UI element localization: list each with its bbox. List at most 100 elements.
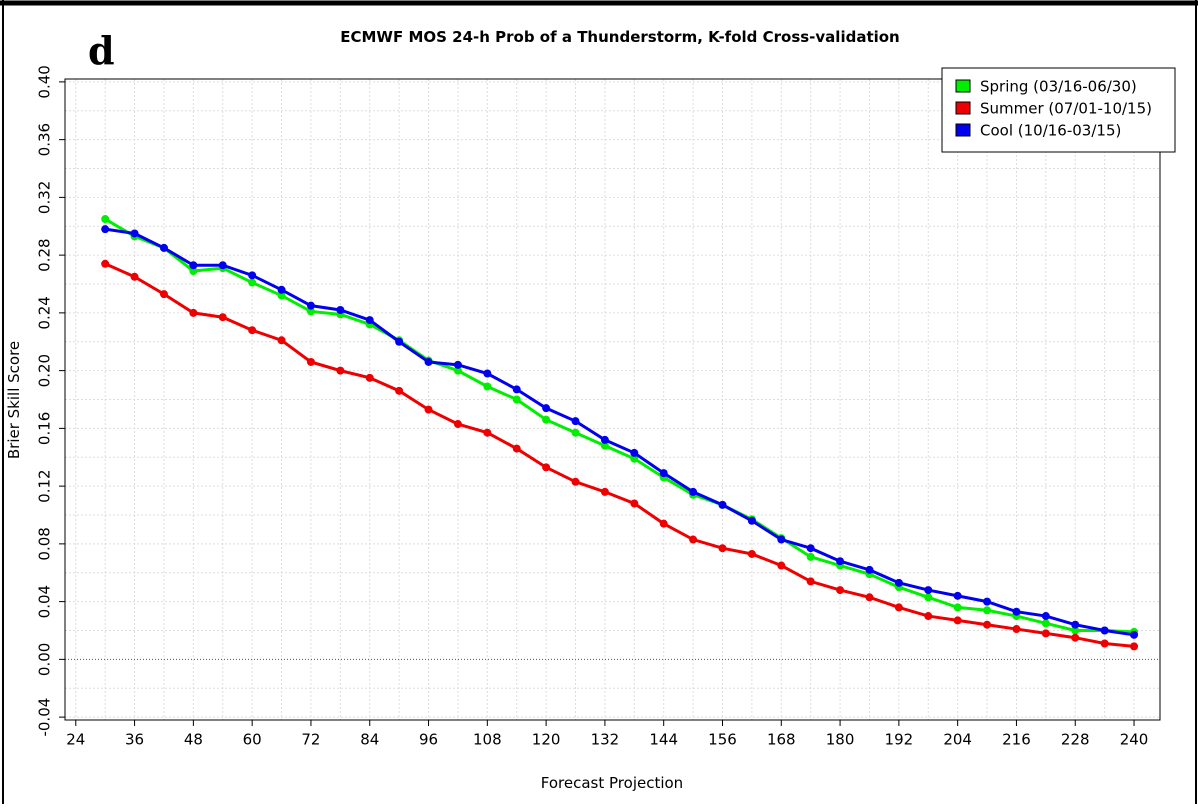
data-point — [277, 291, 286, 300]
data-point — [483, 382, 492, 391]
data-point — [1071, 626, 1080, 635]
data-point — [924, 586, 933, 595]
x-tick-label: 120 — [532, 731, 561, 749]
data-point — [983, 606, 992, 615]
data-point — [248, 271, 257, 280]
y-tick-label: 0.32 — [36, 181, 54, 214]
data-point — [953, 591, 962, 600]
data-point — [306, 301, 315, 310]
x-tick-label: 180 — [826, 731, 855, 749]
data-point — [101, 215, 110, 224]
data-point — [512, 395, 521, 404]
data-point — [1071, 633, 1080, 642]
legend-swatch — [955, 101, 971, 115]
data-point — [894, 603, 903, 612]
x-tick-label: 84 — [360, 731, 379, 749]
legend-box — [941, 67, 1176, 153]
data-point — [983, 620, 992, 629]
y-tick-label: -0.04 — [36, 698, 54, 737]
data-point — [395, 386, 404, 395]
data-point — [277, 336, 286, 345]
data-point — [130, 229, 139, 238]
data-point — [689, 487, 698, 496]
series-line — [104, 262, 1135, 648]
data-point — [600, 487, 609, 496]
data-point — [924, 593, 933, 602]
series-line — [104, 227, 1135, 637]
y-tick-label: 0.28 — [36, 238, 54, 271]
legend-label: Spring (03/16-06/30) — [980, 78, 1137, 96]
data-point — [894, 578, 903, 587]
data-point — [365, 373, 374, 382]
data-point — [600, 441, 609, 450]
y-tick-label: 0.40 — [36, 65, 54, 98]
series-line — [104, 217, 1135, 634]
data-point — [424, 357, 433, 366]
data-point — [1041, 629, 1050, 638]
x-tick-label: 228 — [1061, 731, 1090, 749]
data-point — [1100, 639, 1109, 648]
data-point — [659, 469, 668, 478]
data-point — [512, 385, 521, 394]
data-point — [747, 516, 756, 525]
data-point — [1130, 630, 1139, 639]
data-point — [806, 552, 815, 561]
data-point — [101, 225, 110, 234]
y-tick-label: 0.24 — [36, 296, 54, 329]
legend-swatch — [955, 123, 971, 137]
x-tick-label: 192 — [885, 731, 914, 749]
data-point — [512, 444, 521, 453]
data-point — [747, 549, 756, 558]
plot-frame — [64, 78, 1161, 721]
data-point — [483, 369, 492, 378]
data-point — [218, 313, 227, 322]
x-axis-label: Forecast Projection — [541, 774, 683, 792]
data-point — [718, 500, 727, 509]
data-point — [924, 612, 933, 621]
y-tick-label: 0.20 — [36, 354, 54, 387]
data-point — [630, 454, 639, 463]
data-point — [777, 535, 786, 544]
data-point — [159, 290, 168, 299]
data-point — [571, 477, 580, 486]
data-point — [630, 499, 639, 508]
data-point — [542, 415, 551, 424]
data-point — [248, 278, 257, 287]
data-point — [1012, 607, 1021, 616]
data-point — [865, 565, 874, 574]
data-point — [542, 463, 551, 472]
data-point — [953, 603, 962, 612]
x-tick-label: 204 — [943, 731, 972, 749]
data-point — [689, 535, 698, 544]
x-tick-label: 48 — [184, 731, 203, 749]
x-tick-label: 132 — [591, 731, 620, 749]
data-point — [659, 519, 668, 528]
data-point — [277, 285, 286, 294]
data-point — [130, 272, 139, 281]
data-point — [453, 420, 462, 429]
data-point — [1041, 612, 1050, 621]
data-point — [189, 261, 198, 270]
data-point — [1130, 642, 1139, 651]
data-point — [189, 308, 198, 317]
x-tick-label: 156 — [708, 731, 737, 749]
chart-title: ECMWF MOS 24-h Prob of a Thunderstorm, K… — [340, 28, 900, 46]
x-tick-label: 96 — [419, 731, 438, 749]
x-tick-label: 108 — [473, 731, 502, 749]
data-point — [159, 243, 168, 252]
y-tick-label: 0.12 — [36, 469, 54, 502]
data-point — [424, 405, 433, 414]
data-point — [836, 586, 845, 595]
data-point — [306, 307, 315, 316]
x-tick-label: 36 — [125, 731, 144, 749]
y-tick-label: 0.36 — [36, 123, 54, 156]
data-point — [1041, 619, 1050, 628]
data-point — [1071, 620, 1080, 629]
data-point — [248, 326, 257, 335]
legend-label: Summer (07/01-10/15) — [980, 100, 1152, 118]
data-point — [336, 305, 345, 314]
data-point — [836, 557, 845, 566]
data-point — [600, 435, 609, 444]
y-tick-label: 0.08 — [36, 527, 54, 560]
panel-label: d — [88, 28, 115, 73]
